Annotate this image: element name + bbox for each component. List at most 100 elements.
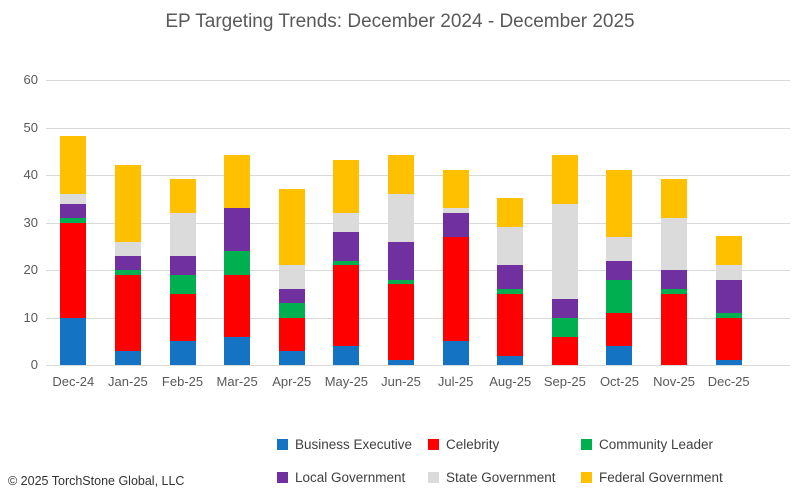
bar-segment-local-government xyxy=(661,269,688,289)
bar-segment-federal-government xyxy=(661,179,688,218)
bar-segment-community-leader xyxy=(715,312,742,318)
bar-segment-celebrity xyxy=(715,316,742,361)
y-tick-label: 20 xyxy=(23,262,38,277)
bar-segment-local-government xyxy=(497,264,524,289)
bar-segment-business-executive xyxy=(497,354,524,365)
bar-segment-community-leader xyxy=(661,288,688,294)
bar-segment-business-executive xyxy=(388,359,414,365)
x-tick-label: Dec-24 xyxy=(52,374,95,389)
legend-label: Federal Government xyxy=(599,469,723,485)
bar-segment-business-executive xyxy=(114,350,141,365)
bar-segment-federal-government xyxy=(497,198,524,228)
bar-segment-community-leader xyxy=(60,217,87,223)
bar-segment-celebrity xyxy=(551,335,578,365)
bar-segment-state-government xyxy=(388,193,414,242)
legend-marker-icon xyxy=(581,438,592,450)
bar-segment-celebrity xyxy=(224,274,251,337)
gridline xyxy=(46,270,790,271)
bar-segment-community-leader xyxy=(333,259,360,266)
legend-label: Local Government xyxy=(295,469,406,485)
bar-segment-state-government xyxy=(442,207,469,213)
footer-copyright: © 2025 TorchStone Global, LLC xyxy=(8,474,185,488)
bar-segment-community-leader xyxy=(388,278,414,285)
bar-segment-community-leader xyxy=(224,250,251,275)
legend-label: Celebrity xyxy=(446,436,500,452)
y-tick-label: 30 xyxy=(23,214,38,230)
bar-segment-local-government xyxy=(114,255,141,270)
bar-segment-federal-government xyxy=(169,179,196,213)
bar-segment-community-leader xyxy=(497,288,524,294)
legend-marker-icon xyxy=(428,438,439,450)
legend-item-state-government: State Government xyxy=(428,467,581,487)
bar-segment-celebrity xyxy=(388,283,414,361)
bar-segment-business-executive xyxy=(169,340,196,365)
gridline xyxy=(46,365,790,366)
bar-segment-business-executive xyxy=(224,335,251,365)
legend-item-local-government: Local Government xyxy=(277,467,428,487)
bar-segment-celebrity xyxy=(661,293,688,365)
bar-segment-federal-government xyxy=(388,155,414,194)
bar-segment-local-government xyxy=(278,288,305,304)
bar-segment-federal-government xyxy=(60,136,87,194)
bar-segment-state-government xyxy=(606,236,633,261)
bar-segment-state-government xyxy=(715,264,742,280)
chart-title: EP Targeting Trends: December 2024 - Dec… xyxy=(165,11,635,32)
legend-marker-icon xyxy=(581,471,592,483)
bar-segment-federal-government xyxy=(551,155,578,204)
bar-segment-state-government xyxy=(661,217,688,270)
bar-segment-federal-government xyxy=(442,169,469,209)
bar-segment-community-leader xyxy=(278,302,305,318)
bar-segment-local-government xyxy=(388,240,414,280)
y-tick-label: 50 xyxy=(23,119,38,135)
x-tick-label: Jun-25 xyxy=(381,374,421,389)
bar-segment-local-government xyxy=(169,255,196,275)
y-axis-labels: 0 10 20 30 40 50 60 xyxy=(0,72,38,372)
legend-marker-icon xyxy=(277,471,288,483)
bar-segment-local-government xyxy=(60,202,87,218)
legend: Business Executive Celebrity Community Lea… xyxy=(277,434,791,487)
y-tick-label: 0 xyxy=(30,357,38,372)
bar-segment-state-government xyxy=(551,202,578,299)
gridline xyxy=(46,80,790,81)
bar-segment-community-leader xyxy=(551,316,578,337)
bar-segment-local-government xyxy=(715,278,742,313)
bars-layer: Dec-24 Jan-25 Feb-25 Mar-25 Apr-25 May-25 Jun-… xyxy=(46,80,756,389)
gridline xyxy=(46,222,790,224)
legend-item-business-executive: Business Executive xyxy=(277,434,428,454)
x-tick-label: Apr-25 xyxy=(272,374,312,389)
bar-segment-state-government xyxy=(497,226,524,266)
x-tick-label: Mar-25 xyxy=(216,374,258,389)
x-tick-label: May-25 xyxy=(324,374,369,389)
gridline xyxy=(46,127,790,129)
bar-segment-business-executive xyxy=(333,345,360,365)
bar-segment-local-government xyxy=(442,212,469,237)
bar-segment-business-executive xyxy=(60,316,87,365)
legend-item-federal-government: Federal Government xyxy=(581,467,791,487)
bar-segment-business-executive xyxy=(278,350,305,365)
bar-segment-business-executive xyxy=(606,345,633,365)
bar-segment-federal-government xyxy=(715,236,742,266)
x-tick-label: Oct-25 xyxy=(599,374,639,389)
x-tick-label: Nov-25 xyxy=(653,374,696,389)
bar-segment-state-government xyxy=(333,212,360,232)
legend-label: Business Executive xyxy=(295,436,413,452)
legend-marker-icon xyxy=(428,471,439,483)
bar-segment-local-government xyxy=(333,231,360,261)
legend-label: Community Leader xyxy=(599,436,714,452)
x-tick-label: Dec-25 xyxy=(707,374,750,389)
bar-segment-federal-government xyxy=(114,164,141,242)
legend-marker-icon xyxy=(277,438,288,450)
grid-layer xyxy=(46,80,790,366)
bar-segment-local-government xyxy=(551,297,578,318)
x-tick-label: Aug-25 xyxy=(489,374,532,389)
y-tick-label: 60 xyxy=(23,72,38,87)
bar-segment-state-government xyxy=(114,240,141,256)
bar-segment-celebrity xyxy=(278,316,305,351)
bar-segment-celebrity xyxy=(606,312,633,346)
y-tick-label: 10 xyxy=(23,309,38,325)
bar-segment-local-government xyxy=(224,207,251,251)
bar-segment-business-executive xyxy=(442,340,469,365)
bar-segment-community-leader xyxy=(169,274,196,294)
bar-segment-federal-government xyxy=(224,155,251,209)
bar-segment-federal-government xyxy=(333,160,360,213)
